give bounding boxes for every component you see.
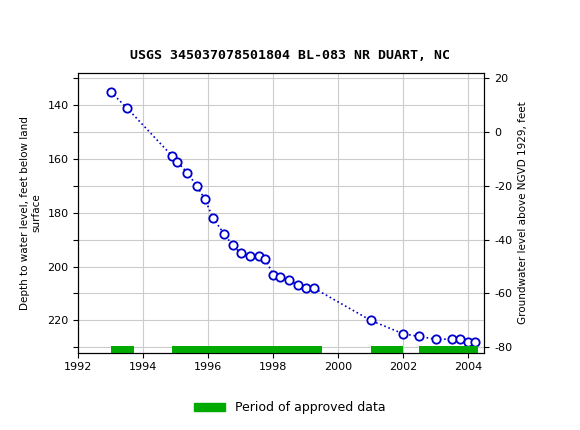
Y-axis label: Groundwater level above NGVD 1929, feet: Groundwater level above NGVD 1929, feet (518, 101, 528, 324)
Text: ≡USGS: ≡USGS (9, 16, 72, 36)
Y-axis label: Depth to water level, feet below land
surface: Depth to water level, feet below land su… (20, 116, 42, 310)
Text: USGS 345037078501804 BL-083 NR DUART, NC: USGS 345037078501804 BL-083 NR DUART, NC (130, 49, 450, 62)
Legend: Period of approved data: Period of approved data (189, 396, 391, 419)
